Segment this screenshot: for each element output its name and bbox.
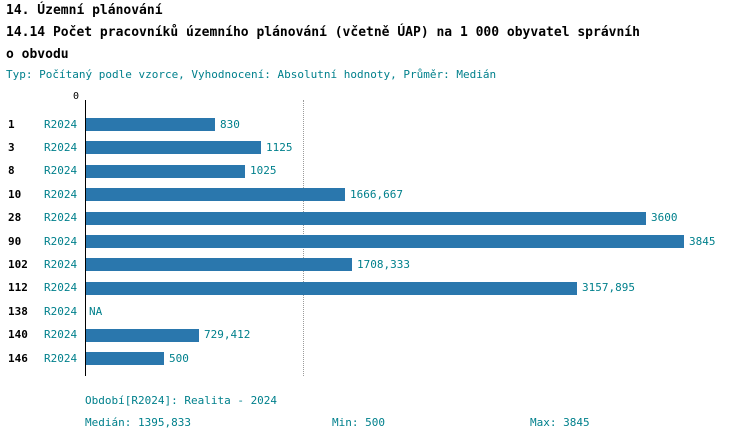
bar-value-label: 1708,333 bbox=[357, 257, 410, 271]
chart-row: 90 R2024 3845 bbox=[0, 235, 750, 249]
row-category-label: 90 bbox=[8, 234, 22, 248]
chart-title-line1: 14.14 Počet pracovníků územního plánován… bbox=[6, 25, 640, 40]
row-category-label: 146 bbox=[8, 351, 28, 365]
bar-value-label: 500 bbox=[169, 351, 189, 365]
chart-row: 28 R2024 3600 bbox=[0, 211, 750, 225]
row-period-label: R2024 bbox=[44, 234, 78, 248]
row-period-label: R2024 bbox=[44, 117, 78, 131]
value-bar bbox=[86, 188, 345, 202]
value-bar bbox=[86, 235, 684, 248]
page-title: 14. Územní plánování bbox=[6, 3, 163, 18]
value-bar bbox=[86, 164, 245, 178]
chart-row: 3 R2024 1125 bbox=[0, 141, 750, 155]
chart-row: 8 R2024 1025 bbox=[0, 164, 750, 178]
row-period-label: R2024 bbox=[44, 281, 78, 295]
row-category-label: 102 bbox=[8, 257, 28, 271]
footer-max-label: Max: 3845 bbox=[530, 416, 590, 429]
row-period-label: R2024 bbox=[44, 328, 78, 342]
chart-row: 140 R2024 729,412 bbox=[0, 328, 750, 342]
bar-value-label: 1025 bbox=[250, 164, 277, 178]
row-category-label: 3 bbox=[8, 140, 15, 154]
row-category-label: 8 bbox=[8, 164, 15, 178]
bar-value-label: 3845 bbox=[689, 234, 716, 248]
row-period-label: R2024 bbox=[44, 351, 78, 365]
row-category-label: 1 bbox=[8, 117, 15, 131]
row-category-label: 140 bbox=[8, 328, 28, 342]
row-category-label: 28 bbox=[8, 211, 22, 225]
bar-value-label: 830 bbox=[220, 117, 240, 131]
row-category-label: 112 bbox=[8, 281, 28, 295]
value-bar bbox=[86, 258, 352, 272]
row-period-label: R2024 bbox=[44, 257, 78, 271]
bar-value-label: 1666,667 bbox=[350, 187, 403, 201]
x-axis-zero-tick: 0 bbox=[73, 91, 80, 102]
chart-meta-info: Typ: Počítaný podle vzorce, Vyhodnocení:… bbox=[6, 68, 497, 81]
bar-value-label: NA bbox=[89, 304, 103, 318]
chart-row: 102 R2024 1708,333 bbox=[0, 258, 750, 272]
value-bar bbox=[86, 211, 646, 225]
chart-row: 10 R2024 1666,667 bbox=[0, 188, 750, 202]
chart-row: 112 R2024 3157,895 bbox=[0, 281, 750, 295]
bar-value-label: 1125 bbox=[266, 140, 293, 154]
row-period-label: R2024 bbox=[44, 164, 78, 178]
row-period-label: R2024 bbox=[44, 304, 78, 318]
chart-row: 138 R2024 NA bbox=[0, 305, 750, 319]
value-bar bbox=[86, 352, 164, 365]
value-bar bbox=[86, 141, 261, 155]
chart-row: 146 R2024 500 bbox=[0, 352, 750, 366]
footer-period-label: Období[R2024]: Realita - 2024 bbox=[85, 394, 278, 407]
row-category-label: 10 bbox=[8, 187, 22, 201]
value-bar bbox=[86, 328, 199, 342]
footer-min-label: Min: 500 bbox=[332, 416, 385, 429]
chart-row: 1 R2024 830 bbox=[0, 118, 750, 132]
chart-title-line2: o obvodu bbox=[6, 47, 69, 62]
row-period-label: R2024 bbox=[44, 187, 78, 201]
value-bar bbox=[86, 281, 577, 295]
bar-value-label: 3157,895 bbox=[582, 281, 635, 295]
footer-median-label: Medián: 1395,833 bbox=[85, 416, 191, 429]
row-category-label: 138 bbox=[8, 304, 28, 318]
bar-value-label: 3600 bbox=[651, 211, 678, 225]
row-period-label: R2024 bbox=[44, 211, 78, 225]
row-period-label: R2024 bbox=[44, 140, 78, 154]
value-bar bbox=[86, 118, 215, 131]
bar-value-label: 729,412 bbox=[204, 328, 251, 342]
y-axis-line bbox=[85, 100, 86, 376]
